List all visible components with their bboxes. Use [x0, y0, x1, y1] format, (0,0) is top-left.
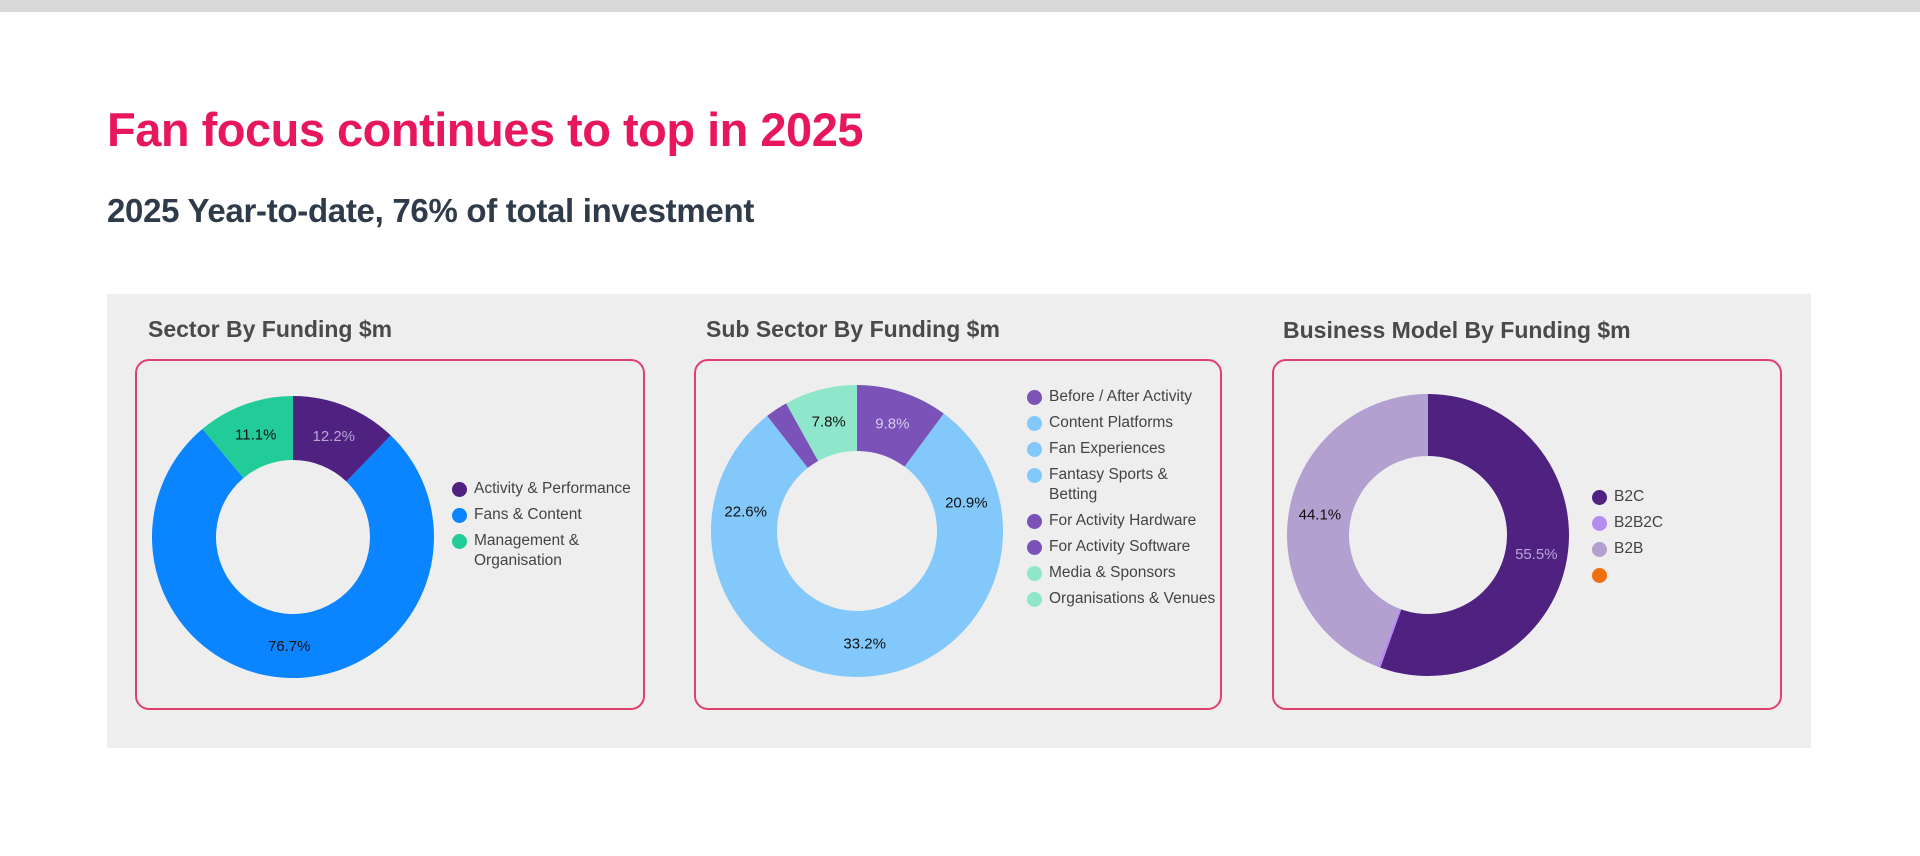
donut-slice-activity-performance [293, 396, 391, 482]
business-model-donut-chart: 55.5% 44.1% [1287, 394, 1570, 676]
legend-item-before-after-activity: Before / After Activity [1027, 387, 1217, 407]
data-label-media-sponsors: 7.8% [812, 414, 846, 431]
legend-swatch [1027, 390, 1042, 405]
donut-slice-fans-content [152, 428, 434, 678]
legend-swatch [1027, 514, 1042, 529]
business-model-chart-card: 55.5% 44.1% B2C B2B2C B2B [1272, 359, 1782, 710]
legend-label: B2C [1614, 488, 1645, 505]
donut-slice-fan-experiences [733, 563, 991, 677]
page-title: Fan focus continues to top in 2025 [107, 103, 863, 156]
legend-item-for-activity-software: For Activity Software [1027, 537, 1217, 557]
legend-item-media-sponsors: Media & Sponsors [1027, 563, 1217, 583]
donut-slice-b2b2c [1376, 608, 1402, 668]
data-label-fan-experiences: 33.2% [843, 636, 886, 653]
donut-slice-for-activity-hardware [767, 403, 819, 468]
legend-label: Before / After Activity [1049, 388, 1193, 405]
legend-item-b2b: B2B [1592, 539, 1742, 559]
data-label-b2c: 55.5% [1515, 546, 1558, 563]
legend-swatch [1592, 516, 1607, 531]
legend-item-management-organisation: Management & Organisation [452, 531, 637, 571]
legend-label: B2B [1614, 540, 1644, 557]
legend-label: Fantasy Sports & Betting [1049, 466, 1168, 503]
legend-swatch [452, 534, 467, 549]
legend-item-b2c: B2C [1592, 487, 1742, 507]
legend-item-organisations-venues: Organisations & Venues [1027, 589, 1217, 609]
page-subtitle: 2025 Year-to-date, 76% of total investme… [107, 192, 755, 229]
data-label-b2b: 44.1% [1299, 507, 1342, 524]
legend-swatch [1592, 542, 1607, 557]
donut-slice-content-platforms [904, 413, 1003, 592]
legend-label: Organisations & Venues [1049, 590, 1216, 607]
legend-item-fantasy-sports-betting: Fantasy Sports & Betting [1027, 465, 1217, 505]
legend-label: Activity & Performance [474, 480, 631, 497]
legend-swatch [1027, 442, 1042, 457]
subsector-chart-title: Sub Sector By Funding $m [706, 316, 1000, 342]
data-label-fans-content: 76.7% [268, 638, 311, 655]
legend-swatch [1027, 592, 1042, 607]
business-model-legend: B2C B2B2C B2B [1592, 487, 1742, 591]
legend-swatch [1027, 468, 1042, 483]
donut-slice-media-sponsors [786, 385, 857, 462]
legend-label: B2B2C [1614, 514, 1664, 531]
donut-slice-management-organisation [202, 396, 293, 478]
legend-label: For Activity Hardware [1049, 512, 1197, 529]
sector-donut-chart: 12.2% 76.7% 11.1% [152, 396, 434, 678]
data-label-content-platforms: 20.9% [945, 494, 988, 511]
legend-item-content-platforms: Content Platforms [1027, 413, 1217, 433]
legend-item-b2b2c: B2B2C [1592, 513, 1742, 533]
business-model-chart-title: Business Model By Funding $m [1283, 317, 1631, 343]
legend-item-activity-performance: Activity & Performance [452, 479, 637, 499]
data-label-before-after-activity: 9.8% [875, 416, 909, 433]
legend-item-fans-content: Fans & Content [452, 505, 637, 525]
subsector-legend: Before / After Activity Content Platforms… [1027, 387, 1217, 615]
legend-swatch [1027, 416, 1042, 431]
legend-label: For Activity Software [1049, 538, 1191, 555]
data-label-management-organisation: 11.1% [235, 427, 276, 444]
legend-swatch [452, 508, 467, 523]
legend-swatch [1027, 540, 1042, 555]
legend-label: Fan Experiences [1049, 440, 1166, 457]
legend-item-for-activity-hardware: For Activity Hardware [1027, 511, 1217, 531]
donut-slice-before-after-activity [857, 385, 944, 467]
sector-chart-card: 12.2% 76.7% 11.1% Activity & Performance Fa… [135, 359, 645, 710]
legend-swatch [1592, 490, 1607, 505]
donut-slice-b2b [1287, 394, 1428, 667]
legend-label: Management & Organisation [474, 532, 580, 569]
legend-item-unlabeled [1592, 565, 1742, 585]
legend-item-fan-experiences: Fan Experiences [1027, 439, 1217, 459]
subsector-donut-chart: 9.8% 20.9% 33.2% 22.6% 7.8% [711, 385, 1003, 677]
legend-label: Media & Sponsors [1049, 564, 1176, 581]
donut-slice-fantasy-sports-betting [711, 415, 808, 609]
sector-chart-title: Sector By Funding $m [148, 316, 393, 342]
data-label-activity-performance: 12.2% [312, 428, 355, 445]
data-label-fantasy-sports-betting: 22.6% [724, 503, 767, 520]
legend-swatch [452, 482, 467, 497]
sector-legend: Activity & Performance Fans & Content Mana… [452, 479, 637, 577]
legend-label: Content Platforms [1049, 414, 1174, 431]
legend-swatch [1027, 566, 1042, 581]
charts-panel: Sector By Funding $m 12.2% 76.7% 11.1% Act… [107, 294, 1811, 748]
top-bar [0, 0, 1920, 12]
subsector-chart-card: 9.8% 20.9% 33.2% 22.6% 7.8% Before / After A… [694, 359, 1222, 710]
legend-swatch [1592, 568, 1607, 583]
legend-label: Fans & Content [474, 506, 582, 523]
donut-slice-b2c [1380, 394, 1570, 676]
